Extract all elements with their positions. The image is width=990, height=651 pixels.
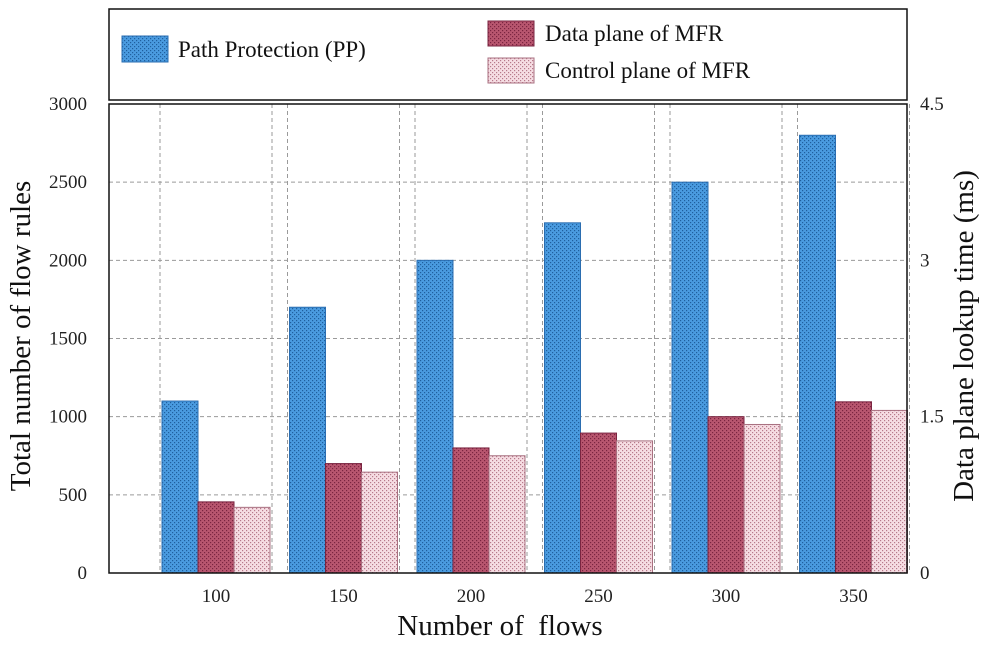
plot-frame (108, 103, 908, 574)
bar-cp-350 (871, 409, 908, 574)
y2-tick-label: 3 (920, 250, 930, 271)
bar-pp-300 (671, 181, 709, 574)
bar-dp-150 (325, 463, 362, 574)
legend-label-dp: Data plane of MFR (545, 21, 724, 46)
x-tick-label: 350 (839, 586, 868, 607)
y2-tick-label: 4.5 (920, 94, 944, 115)
bar-pp-200 (416, 259, 454, 574)
y-tick-label: 0 (78, 563, 88, 584)
legend: Path Protection (PP) Data plane of MFR C… (108, 8, 908, 101)
bar-cp-300 (743, 423, 781, 574)
bar-dp-250 (580, 432, 617, 574)
y-tick-label: 2000 (49, 250, 87, 271)
bar-dp-100 (197, 501, 235, 574)
x-axis-title: Number of flows (397, 610, 602, 642)
y-tick-label: 500 (59, 485, 88, 506)
bar-cp-250 (616, 440, 653, 574)
tick-labels: 0 500 1000 1500 2000 2500 3000 0 1.5 3 4.5 100 150 20… (49, 94, 944, 607)
legend-swatch-dp (487, 20, 535, 47)
x-tick-label: 150 (329, 586, 358, 607)
bar-cp-200 (488, 455, 526, 574)
x-tick-label: 200 (457, 586, 486, 607)
y-axis-title: Total number of flow rules (5, 181, 37, 491)
bar-pp-250 (544, 222, 581, 574)
y2-tick-label: 0 (920, 563, 930, 584)
bar-pp-100 (161, 400, 199, 574)
bar-pp-150 (289, 306, 326, 574)
bar-pp-350 (799, 134, 836, 574)
legend-label-cp: Control plane of MFR (545, 58, 751, 83)
legend-swatch-pp (121, 35, 169, 63)
y-tick-label: 1500 (49, 329, 87, 350)
y2-tick-label: 1.5 (920, 407, 944, 428)
y-tick-label: 3000 (49, 94, 87, 115)
legend-swatch-cp (487, 57, 535, 84)
x-tick-label: 300 (712, 586, 741, 607)
y-tick-label: 2500 (49, 172, 87, 193)
y-tick-label: 1000 (49, 407, 87, 428)
bar-dp-300 (707, 416, 745, 574)
bar-cp-100 (233, 506, 271, 574)
bar-dp-350 (835, 401, 872, 574)
bar-dp-200 (452, 447, 490, 574)
legend-label-pp: Path Protection (PP) (178, 37, 366, 62)
x-tick-label: 250 (584, 586, 613, 607)
bars (161, 134, 908, 574)
y2-axis-title: Data plane lookup time (ms) (948, 170, 980, 502)
x-tick-label: 100 (202, 586, 231, 607)
bar-cp-150 (361, 471, 398, 574)
